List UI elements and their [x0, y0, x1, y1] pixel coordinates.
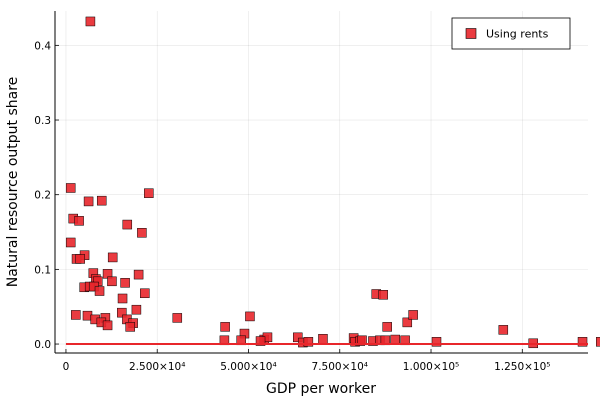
legend-label: Using rents [486, 28, 549, 41]
y-axis-title: Natural resource output share [5, 77, 21, 288]
data-point [140, 288, 150, 299]
data-point [431, 337, 442, 347]
data-point [303, 337, 314, 347]
data-point [131, 304, 142, 315]
data-point [85, 16, 96, 27]
legend: Using rents [451, 17, 571, 50]
data-point [96, 195, 107, 206]
data-point [172, 313, 183, 323]
x-tick-label: 0 [63, 361, 70, 373]
data-point [402, 317, 413, 328]
data-point [382, 322, 392, 332]
data-point [144, 188, 154, 198]
legend-marker [465, 28, 477, 39]
data-point [75, 254, 85, 264]
data-point [117, 293, 128, 304]
data-point [83, 196, 94, 207]
data-point [137, 228, 147, 238]
x-tick-label: 1.250×10⁵ [494, 361, 550, 373]
x-ticks: 0 2.500×10⁴ 5.000×10⁴ 7.500×10⁴ 1.000×10⁵ 1.2… [63, 349, 551, 373]
axes-frame [54, 11, 588, 354]
x-axis-title: GDP per worker [266, 381, 376, 397]
data-point [107, 252, 118, 263]
data-point [102, 320, 113, 331]
data-point [94, 286, 105, 296]
data-point [220, 322, 230, 332]
data-point [390, 334, 400, 345]
data-point [245, 311, 255, 322]
data-point [293, 332, 303, 343]
y-ticks: 0.0 0.1 0.2 0.3 0.4 [34, 40, 59, 351]
data-point [65, 183, 76, 193]
data-point [71, 310, 81, 320]
y-tick-label: 0.4 [34, 40, 51, 52]
data-point [122, 219, 133, 230]
data-point [255, 336, 266, 346]
data-point [408, 310, 418, 320]
y-tick-label: 0.3 [34, 115, 51, 127]
data-point [378, 290, 388, 300]
data-point [318, 334, 328, 344]
y-tick-label: 0.2 [34, 190, 51, 202]
data-point [133, 269, 144, 280]
data-point [65, 237, 76, 248]
data-series [65, 16, 600, 349]
data-point [596, 337, 600, 347]
data-point [74, 216, 84, 226]
x-tick-label: 5.000×10⁴ [220, 361, 276, 373]
data-point [107, 276, 117, 287]
y-tick-label: 0.1 [34, 264, 51, 276]
y-tick-label: 0.0 [34, 339, 51, 351]
x-tick-label: 1.000×10⁵ [403, 361, 459, 373]
x-tick-label: 2.500×10⁴ [129, 361, 185, 373]
data-point [117, 307, 127, 318]
data-point [125, 322, 135, 332]
data-point [577, 337, 588, 347]
data-point [498, 325, 509, 335]
x-tick-label: 7.500×10⁴ [312, 361, 368, 373]
data-point [120, 278, 130, 288]
